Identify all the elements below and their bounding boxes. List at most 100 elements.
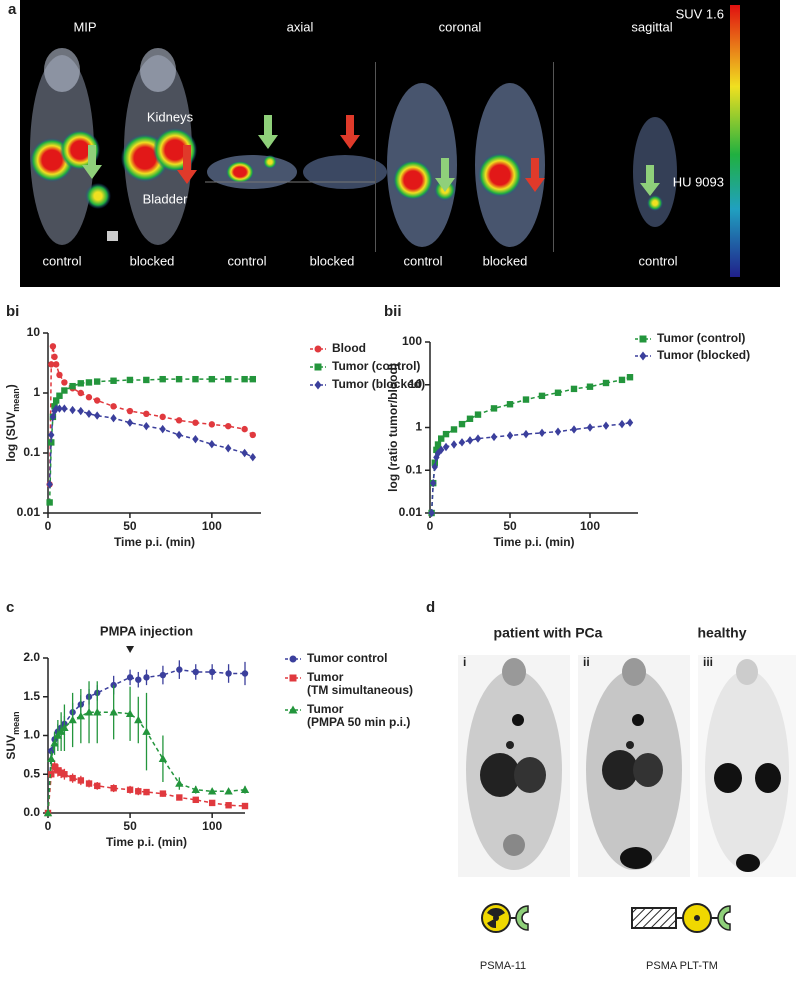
condition-label: control <box>227 253 266 268</box>
marker <box>241 425 248 433</box>
y-tick-label: 0.5 <box>23 766 40 780</box>
legend-label: Tumor (blocked) <box>332 377 425 391</box>
marker <box>208 668 216 676</box>
marker <box>586 423 594 432</box>
x-tick-label: 0 <box>427 519 434 533</box>
marker <box>94 782 101 790</box>
legend-marker <box>289 674 297 682</box>
view-label: coronal <box>439 19 482 34</box>
marker <box>110 414 117 423</box>
annotation-marker <box>126 646 135 653</box>
marker <box>77 777 85 784</box>
panel-label: c <box>6 599 14 616</box>
legend-label: Blood <box>332 341 366 355</box>
marker <box>538 392 546 400</box>
marker <box>69 382 76 390</box>
y-tick-label: 0.1 <box>405 462 422 476</box>
marker <box>175 417 183 424</box>
marker <box>51 763 58 770</box>
view-label: MIP <box>73 19 96 34</box>
marker <box>159 671 167 679</box>
marker <box>207 787 217 795</box>
marker <box>241 375 248 383</box>
marker <box>52 361 60 368</box>
image-label: iii <box>703 655 713 669</box>
x-tick-label: 50 <box>123 519 137 533</box>
organ-label: Kidneys <box>147 109 194 124</box>
legend-label: Tumor (blocked) <box>657 348 750 362</box>
marker <box>450 426 458 433</box>
marker <box>142 727 151 735</box>
marker <box>135 676 142 683</box>
marker <box>570 385 578 393</box>
marker <box>47 754 56 762</box>
x-tick-label: 100 <box>202 519 222 533</box>
y-axis-label: log (ratio tumor/blood) <box>386 363 400 492</box>
marker <box>93 397 101 404</box>
marker <box>192 434 199 444</box>
marker <box>48 771 55 778</box>
marker <box>48 430 55 440</box>
legend-marker <box>288 705 298 714</box>
marker <box>618 419 626 429</box>
marker <box>442 430 450 438</box>
marker <box>109 708 118 716</box>
marker <box>60 723 69 731</box>
marker <box>61 404 68 413</box>
panel-label: d <box>426 599 435 616</box>
marker <box>61 387 68 394</box>
marker <box>51 403 58 410</box>
legend-label: Tumor (control) <box>657 331 745 345</box>
marker <box>46 499 53 506</box>
legend-marker <box>314 345 322 353</box>
marker <box>249 453 257 462</box>
y-tick-label: 0.1 <box>23 445 40 459</box>
marker <box>522 396 530 403</box>
marker <box>241 802 249 810</box>
marker <box>49 343 57 350</box>
image-label: i <box>463 655 466 669</box>
marker <box>69 405 76 415</box>
x-axis-label: Time p.i. (min) <box>114 535 195 549</box>
organ-label: Bladder <box>143 191 188 206</box>
marker <box>191 785 200 793</box>
x-tick-label: 0 <box>45 819 52 833</box>
marker <box>93 708 102 716</box>
marker <box>143 674 150 681</box>
marker <box>48 361 55 368</box>
legend-marker <box>639 351 647 361</box>
legend-marker <box>314 363 322 371</box>
marker <box>175 430 183 440</box>
marker <box>586 383 594 390</box>
marker <box>208 440 216 449</box>
marker <box>192 419 199 426</box>
scale-label: SUV 1.6 <box>676 6 724 21</box>
marker <box>176 666 183 673</box>
marker <box>175 375 183 383</box>
y-axis-label-text: log (ratio tumor/blood) <box>386 363 400 492</box>
y-tick-label: 0.0 <box>23 805 40 819</box>
y-tick-label: 0.01 <box>17 505 41 519</box>
legend-label-line: (PMPA 50 min p.i.) <box>307 715 410 729</box>
marker <box>159 790 167 797</box>
marker <box>77 406 84 416</box>
marker <box>134 715 143 724</box>
marker <box>458 438 466 447</box>
marker <box>192 375 199 383</box>
group-label: patient with PCa <box>494 625 603 641</box>
marker <box>53 731 63 739</box>
marker <box>143 421 150 431</box>
marker <box>570 425 578 434</box>
marker <box>192 668 199 676</box>
marker <box>126 674 134 681</box>
y-tick-label: 10 <box>409 377 423 391</box>
marker <box>506 431 514 440</box>
legend-label: Tumor (control) <box>332 359 420 373</box>
panel-label: bii <box>384 303 402 320</box>
tracer-icons <box>481 903 731 933</box>
marker <box>522 429 530 439</box>
marker <box>93 411 101 420</box>
marker <box>61 771 68 778</box>
marker <box>438 435 445 442</box>
view-label: sagittal <box>631 19 672 34</box>
